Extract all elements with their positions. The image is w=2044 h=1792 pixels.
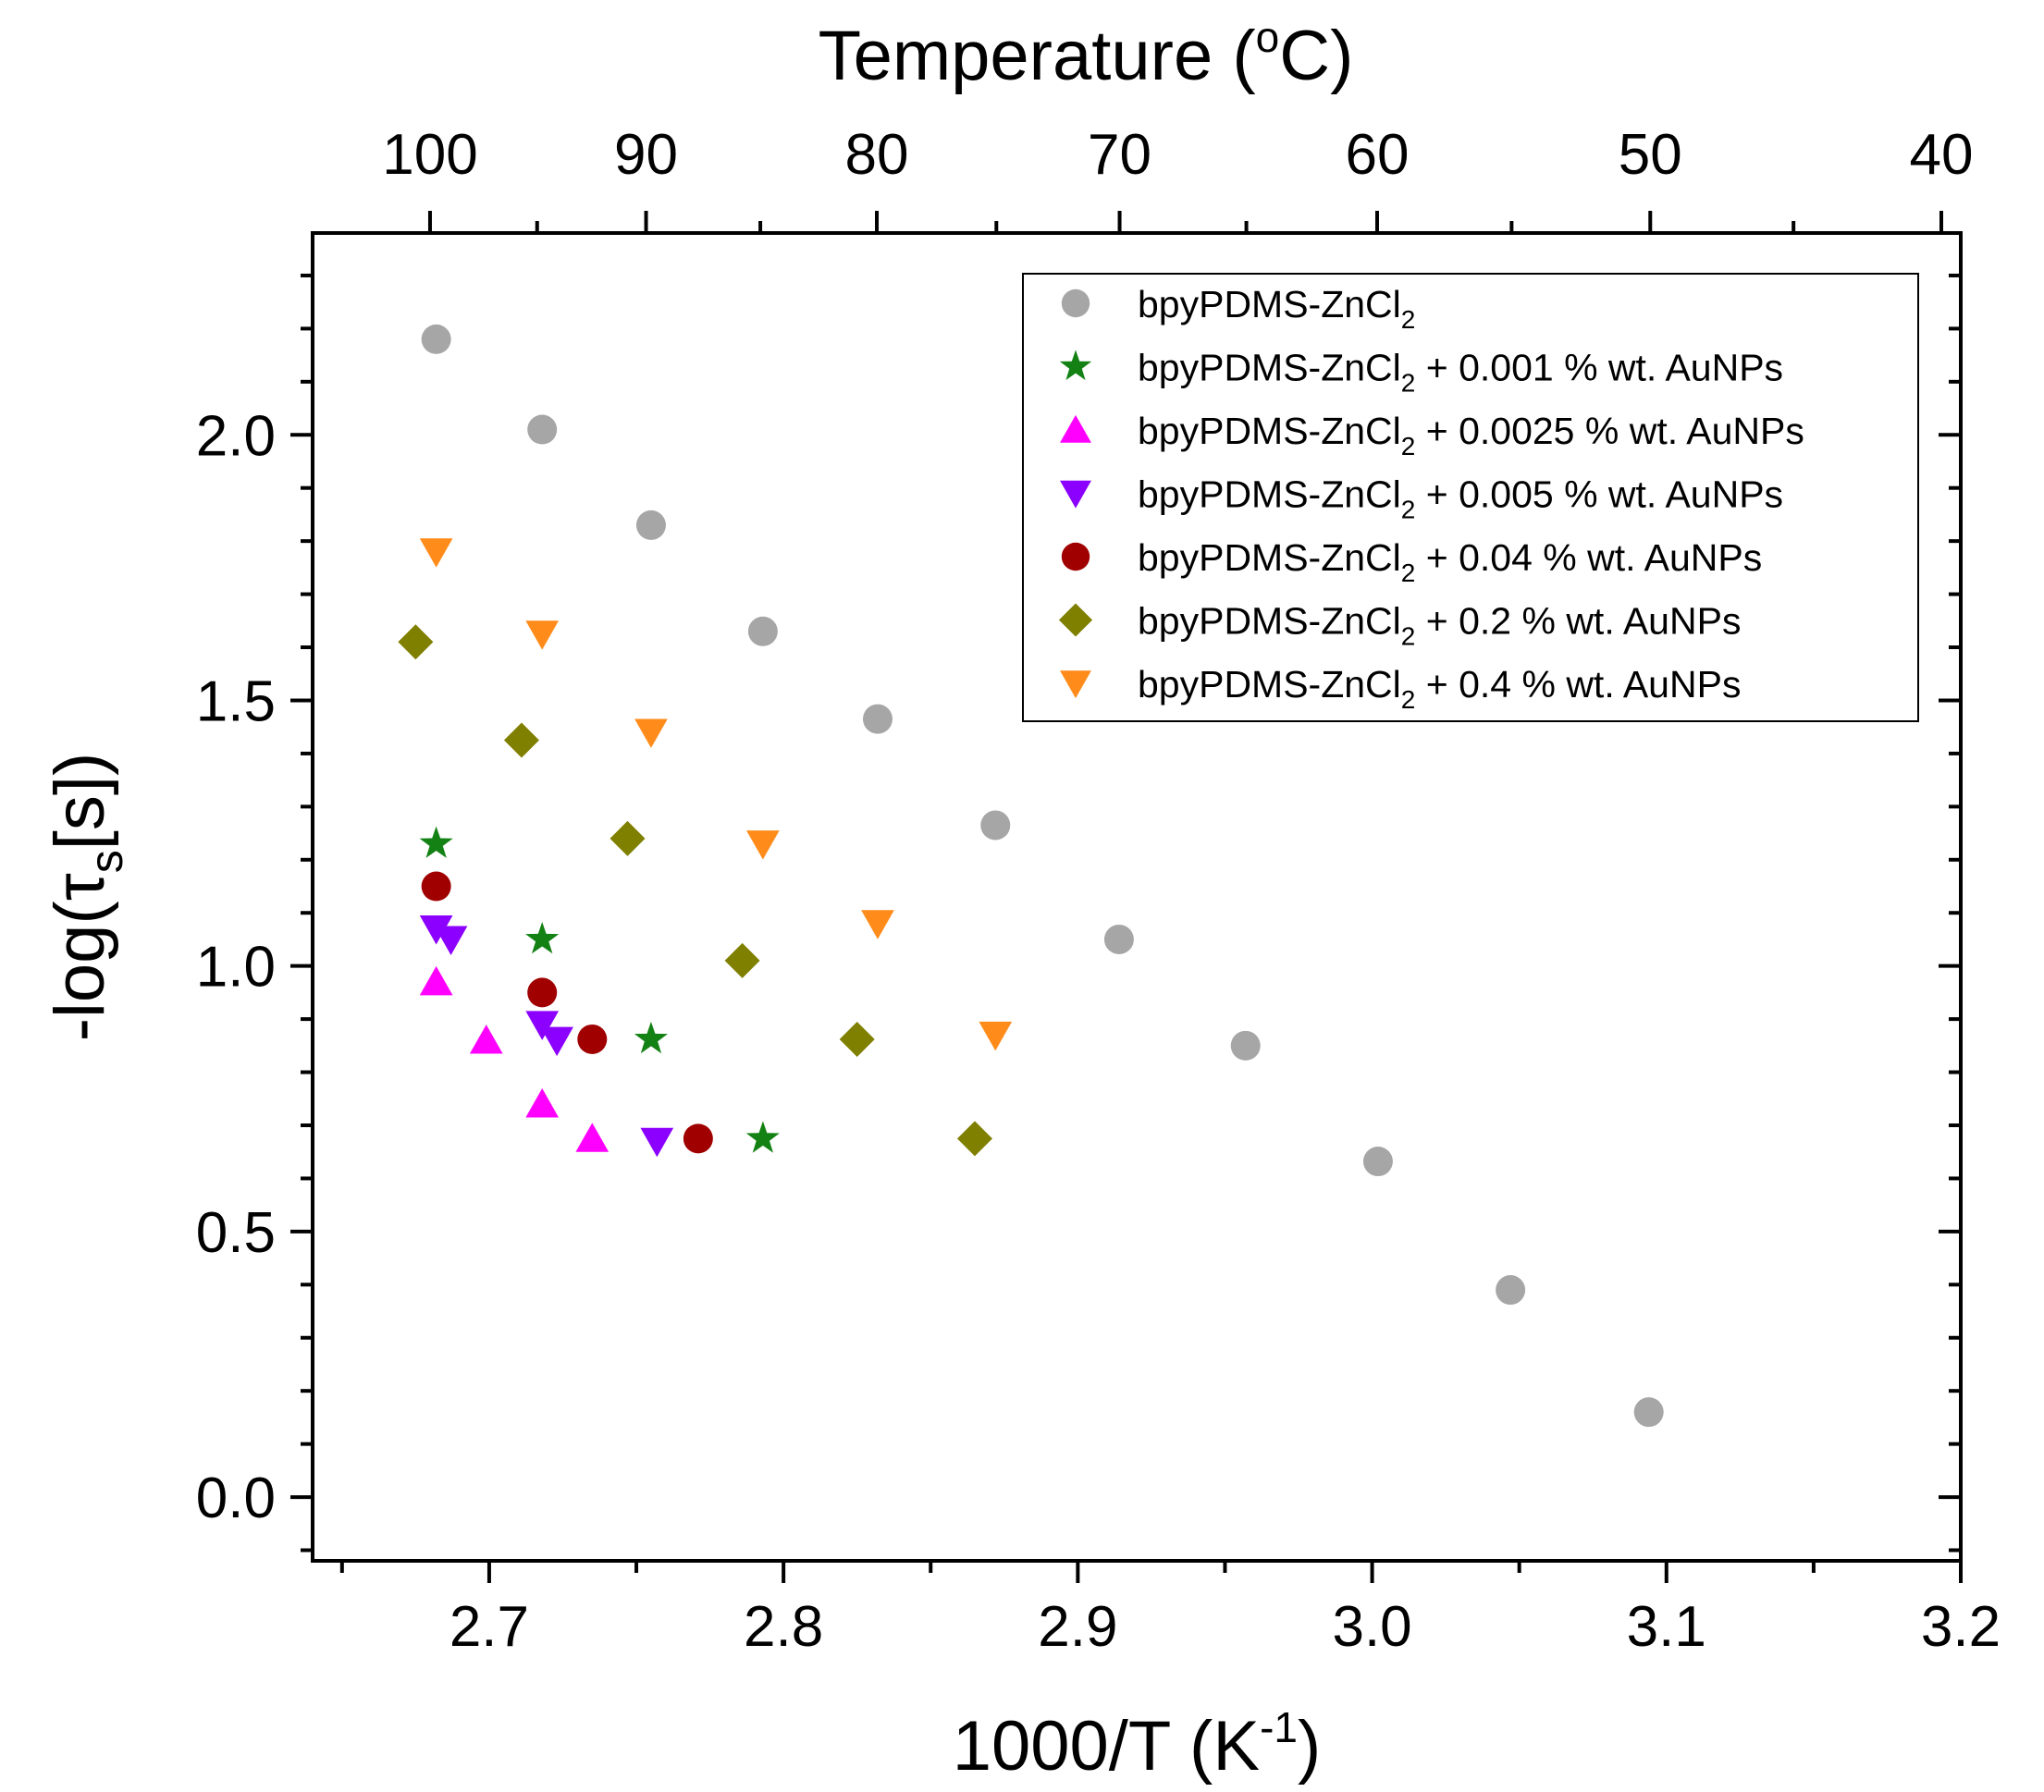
legend-box: [1022, 273, 1919, 722]
data-point: [525, 620, 560, 650]
data-point: [575, 1123, 610, 1152]
data-point: [747, 616, 778, 646]
data-point: [746, 830, 780, 860]
series-6: [419, 538, 1013, 1051]
legend-marker: [1061, 288, 1090, 318]
x-tick-labels: 2.7 2.8 2.9 3.0 3.1 3.2: [449, 1595, 2001, 1659]
legend: bpyPDMS-ZnCl2 bpyPDMS-ZnCl2 + 0.001 % wt.…: [1022, 273, 1919, 722]
plot-frame: [311, 231, 1963, 1563]
data-point: [525, 1088, 560, 1118]
data-point: [1496, 1275, 1526, 1306]
top-tick-label: 50: [1619, 123, 1682, 187]
series-1: [419, 826, 780, 1153]
data-point: [525, 1011, 560, 1040]
top-tick-label: 70: [1088, 123, 1151, 187]
top-tick-label: 60: [1345, 123, 1409, 187]
data-point: [683, 1123, 713, 1154]
y-tick-label: 1.5: [196, 669, 276, 733]
data-point: [1633, 1397, 1664, 1428]
x-tick-label: 3.1: [1627, 1595, 1706, 1659]
legend-marker: [1060, 414, 1091, 443]
data-point: [421, 324, 451, 354]
data-point: [979, 1021, 1013, 1051]
data-point: [635, 509, 666, 540]
x-tick-label: 2.8: [744, 1595, 823, 1659]
data-point: [1362, 1147, 1393, 1177]
data-point: [745, 1121, 780, 1153]
y-tick-label: 1.0: [196, 936, 276, 1000]
data-point: [527, 977, 558, 1008]
legend-marker: [1060, 670, 1091, 699]
series-2: [419, 965, 610, 1152]
tick-marks: [290, 211, 1963, 1583]
legend-label: bpyPDMS-ZnCl2 + 0.001 % wt. AuNPs: [1138, 347, 1783, 398]
legend-marker: [1059, 350, 1092, 381]
data-point: [634, 1021, 668, 1054]
data-point: [956, 1121, 992, 1157]
top-tick-label: 90: [614, 123, 678, 187]
y-tick-label: 0.5: [196, 1201, 276, 1265]
y-axis-title: -log(τs[s]): [41, 753, 132, 1042]
x2-axis-title: Temperature (oC): [819, 13, 1354, 95]
top-tick-label: 100: [382, 123, 477, 187]
data-point: [525, 922, 560, 954]
x-tick-label: 2.7: [449, 1595, 529, 1659]
legend-marker: [1058, 603, 1093, 637]
x-axis-title: 1000/T (K-1): [953, 1703, 1322, 1786]
top-tick-labels: 100 90 80 70 60 50 40: [382, 123, 1973, 187]
legend-label: bpyPDMS-ZnCl2 + 0.0025 % wt. AuNPs: [1138, 410, 1804, 460]
legend-label: bpyPDMS-ZnCl2: [1138, 283, 1415, 334]
legend-marker: [1061, 542, 1090, 571]
y-tick-labels: 0.0 0.5 1.0 1.5 2.0: [196, 404, 276, 1530]
data-point: [469, 1025, 503, 1054]
top-tick-label: 80: [845, 123, 909, 187]
top-tick-label: 40: [1910, 123, 1974, 187]
data-point: [527, 414, 558, 445]
data-point: [540, 1026, 573, 1057]
series-5: [398, 624, 992, 1157]
data-point: [421, 871, 451, 902]
data-point: [419, 915, 453, 945]
y-tick-label: 2.0: [196, 404, 276, 468]
data-point: [839, 1021, 875, 1057]
x-tick-label: 3.0: [1332, 1595, 1411, 1659]
legend-label: bpyPDMS-ZnCl2 + 0.2 % wt. AuNPs: [1138, 600, 1741, 651]
legend-label: bpyPDMS-ZnCl2 + 0.04 % wt. AuNPs: [1138, 536, 1762, 587]
data-point: [503, 722, 539, 758]
series-0: [421, 324, 1664, 1428]
data-point: [419, 538, 453, 568]
data-point: [1230, 1030, 1261, 1061]
y-tick-label: 0.0: [196, 1467, 276, 1530]
data-point: [577, 1024, 608, 1054]
data-point: [862, 704, 893, 734]
data-point: [434, 926, 468, 955]
data-point: [724, 942, 760, 978]
data-point: [861, 910, 894, 939]
data-point: [610, 820, 646, 856]
legend-marker: [1060, 480, 1091, 509]
data-point: [419, 965, 453, 996]
x-tick-label: 3.2: [1921, 1595, 2001, 1659]
data-point: [634, 718, 668, 748]
data-point: [398, 624, 434, 660]
legend-label: bpyPDMS-ZnCl2 + 0.005 % wt. AuNPs: [1138, 473, 1783, 524]
data-point: [980, 810, 1011, 841]
data-point: [1103, 924, 1134, 954]
x-tick-label: 2.9: [1038, 1595, 1117, 1659]
data-point: [640, 1127, 674, 1158]
legend-label: bpyPDMS-ZnCl2 + 0.4 % wt. AuNPs: [1138, 663, 1741, 714]
series-4: [421, 871, 713, 1154]
data-points: [398, 324, 1664, 1428]
series-3: [419, 915, 674, 1158]
data-point: [419, 826, 453, 858]
